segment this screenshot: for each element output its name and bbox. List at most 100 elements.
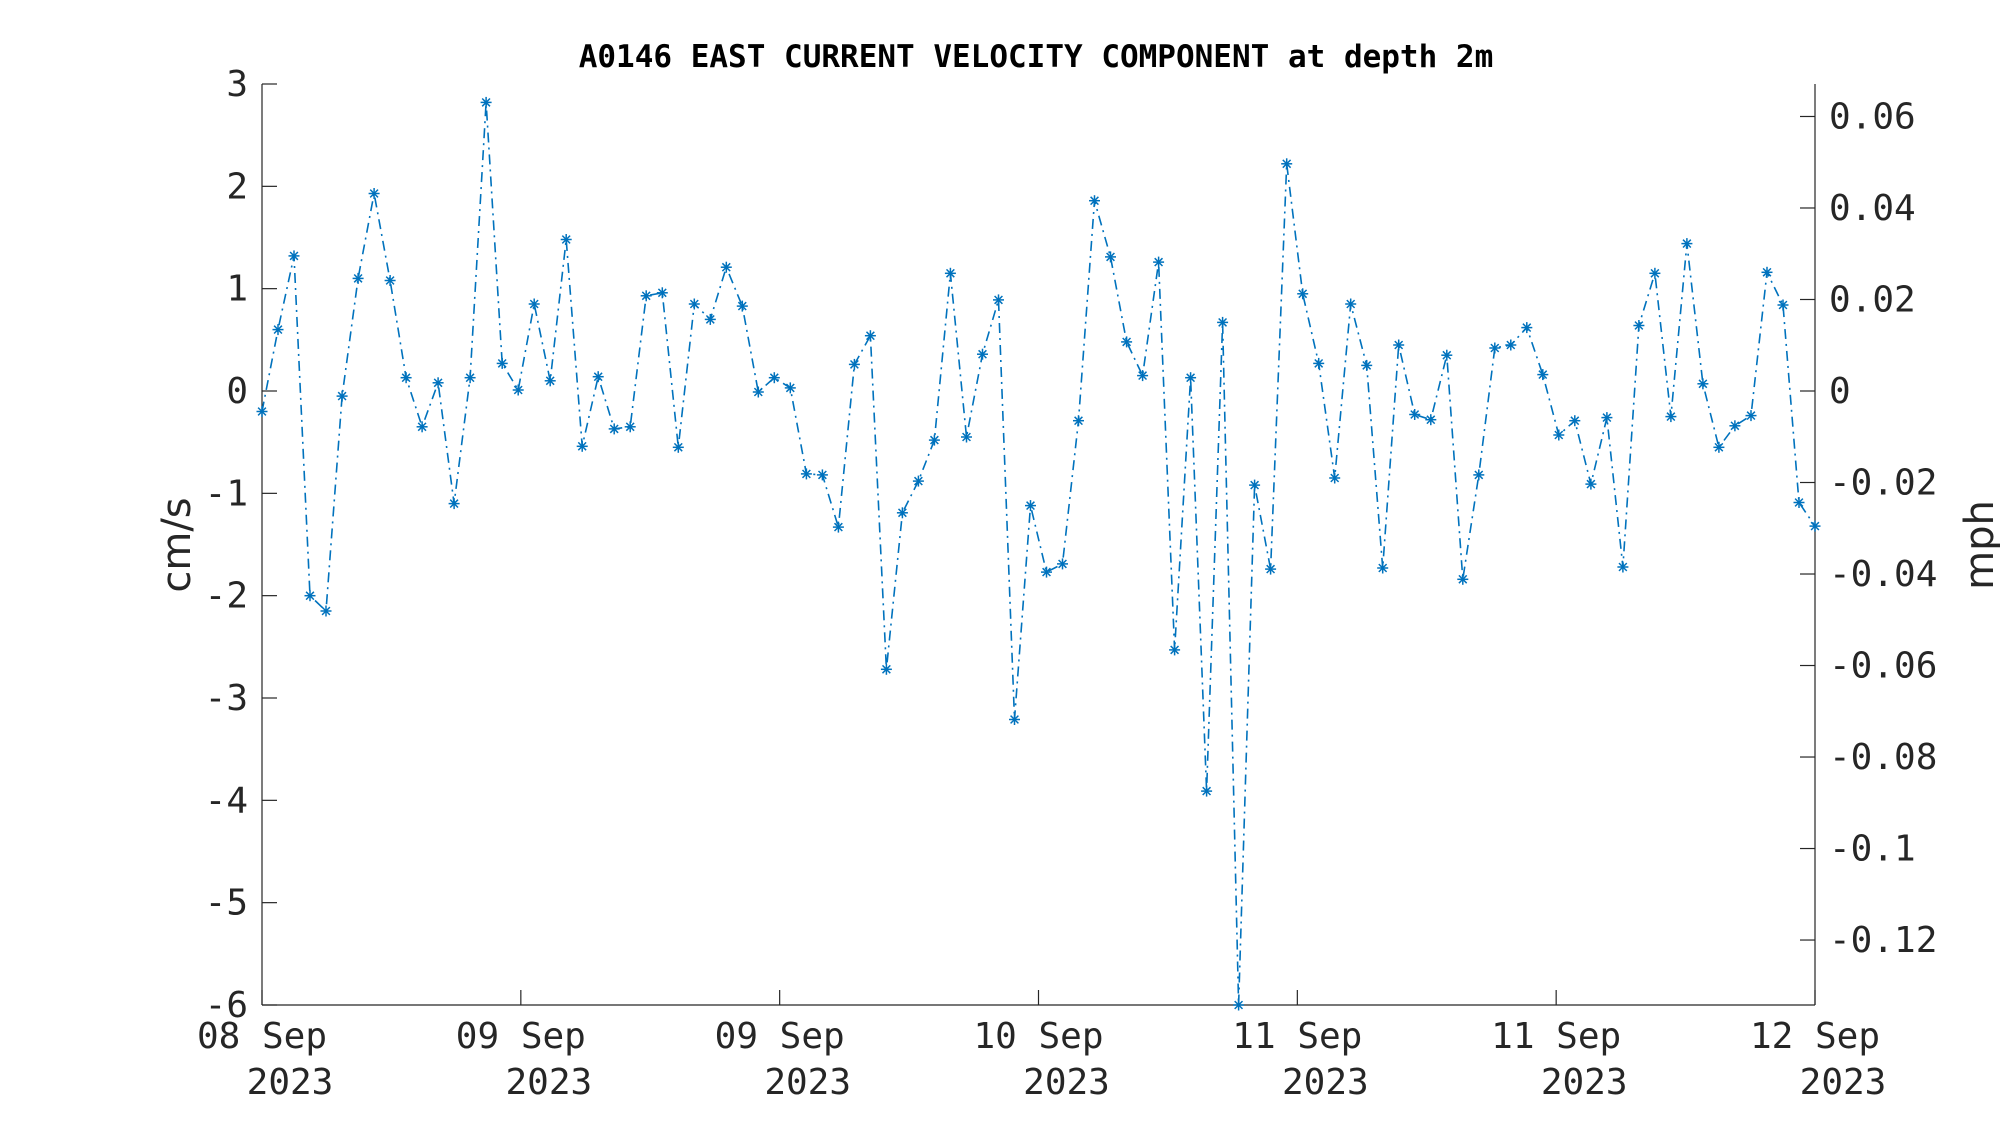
data-point-marker <box>864 330 876 342</box>
data-point-marker <box>384 275 396 286</box>
data-point-marker <box>1297 288 1309 300</box>
data-point-marker <box>1457 573 1469 585</box>
y2-tick-label: 0.04 <box>1829 188 1916 229</box>
data-point-marker <box>1233 999 1245 1011</box>
y2-tick-label: -0.08 <box>1829 737 1937 778</box>
data-point-marker <box>1473 469 1485 481</box>
data-point-marker <box>1073 415 1084 427</box>
data-point-marker <box>608 423 620 435</box>
data-point-marker <box>928 434 940 446</box>
data-point-marker <box>1409 409 1421 420</box>
data-point-marker <box>832 521 844 533</box>
y-axis-label-left: cm/s <box>154 497 200 592</box>
data-point-marker <box>1041 566 1052 578</box>
data-point-marker <box>896 507 908 519</box>
data-point-marker <box>1793 497 1805 508</box>
y2-tick-label: -0.06 <box>1829 646 1937 687</box>
data-point-marker <box>784 382 796 394</box>
data-point-marker <box>1713 441 1725 453</box>
data-point-marker <box>512 384 524 396</box>
data-point-marker <box>1393 339 1405 351</box>
data-point-marker <box>1057 558 1068 570</box>
data-point-marker <box>368 188 380 199</box>
y-tick-label: -1 <box>205 473 248 514</box>
data-point-marker <box>320 605 332 617</box>
data-point-marker <box>1809 520 1821 532</box>
data-point-marker <box>880 663 892 675</box>
data-point-marker <box>1249 479 1261 491</box>
data-point-marker <box>1553 429 1565 441</box>
y2-tick-label: 0.06 <box>1829 96 1916 137</box>
y-tick-label: 3 <box>226 64 248 105</box>
y-tick-label: 1 <box>226 269 248 310</box>
data-point-marker <box>912 475 924 487</box>
data-point-marker <box>624 421 636 433</box>
plot-axes: 3 2 1 0 -1 -2 -3 -4 -5 -6 0.06 0.04 0.02 0 -0.02 -0.04 -… <box>197 64 1937 1103</box>
x-tick-label-year: 2023 <box>1541 1062 1628 1103</box>
data-point-marker <box>480 96 492 108</box>
y2-tick-label: -0.12 <box>1829 920 1937 961</box>
data-point-marker <box>1601 412 1613 424</box>
data-point-marker <box>1169 644 1181 656</box>
data-point-marker <box>1153 256 1165 268</box>
data-point-marker <box>1489 342 1501 354</box>
data-point-marker <box>304 590 316 602</box>
data-point-marker <box>1201 785 1213 797</box>
data-point-marker <box>1217 316 1229 328</box>
data-point-marker <box>1425 414 1437 426</box>
x-tick-label-year: 2023 <box>1800 1062 1887 1103</box>
data-point-marker <box>1681 238 1693 250</box>
plot-area <box>256 96 1821 1011</box>
data-point-marker <box>816 469 828 481</box>
data-point-marker <box>1105 251 1116 263</box>
y-tick-label: -6 <box>205 985 248 1026</box>
data-point-marker <box>1137 370 1149 382</box>
data-point-marker <box>464 372 476 384</box>
data-point-marker <box>768 372 780 384</box>
data-point-marker <box>1361 359 1373 371</box>
data-point-marker <box>1313 357 1325 369</box>
data-point-marker <box>961 431 972 443</box>
data-point-marker <box>352 272 364 284</box>
data-point-marker <box>688 298 700 310</box>
data-point-marker <box>1649 267 1661 279</box>
x-tick-label-year: 2023 <box>1023 1062 1110 1103</box>
data-point-marker <box>1777 299 1789 311</box>
x-tick-label-day: 09 Sep <box>456 1016 586 1057</box>
x-tick-label-day: 09 Sep <box>715 1016 845 1057</box>
data-point-marker <box>1617 561 1629 573</box>
data-point-marker <box>1121 336 1133 348</box>
data-point-marker <box>1265 563 1277 575</box>
data-point-marker <box>288 250 300 262</box>
data-point-marker <box>528 298 540 310</box>
y-tick-label: -5 <box>205 883 248 924</box>
data-point-marker <box>1569 415 1581 427</box>
data-point-marker <box>640 290 652 302</box>
data-point-marker <box>848 358 860 370</box>
data-point-marker <box>752 386 764 398</box>
y-axis-label-right: mph <box>1957 500 2000 590</box>
y-tick-label: -4 <box>205 780 248 821</box>
data-point-marker <box>944 267 956 279</box>
data-point-marker <box>1697 378 1709 390</box>
y2-tick-label: -0.02 <box>1829 463 1937 504</box>
data-point-marker <box>400 372 412 384</box>
data-point-marker <box>496 357 508 369</box>
x-tick-label-year: 2023 <box>1282 1062 1369 1103</box>
data-point-marker <box>800 468 812 480</box>
x-tick-label-day: 11 Sep <box>1232 1016 1362 1057</box>
data-point-marker <box>720 261 732 273</box>
data-point-marker <box>576 440 588 452</box>
data-point-marker <box>1089 195 1100 207</box>
data-point-marker <box>672 441 684 453</box>
data-point-marker <box>704 313 716 325</box>
x-tick-label-day: 08 Sep <box>197 1016 327 1057</box>
data-point-marker <box>1281 158 1293 170</box>
data-point-marker <box>432 377 444 389</box>
y-tick-label: -3 <box>205 678 248 719</box>
y-tick-label: -2 <box>205 576 248 617</box>
data-point-marker <box>416 421 428 433</box>
data-point-marker <box>1345 298 1357 310</box>
data-point-marker <box>1633 320 1645 331</box>
